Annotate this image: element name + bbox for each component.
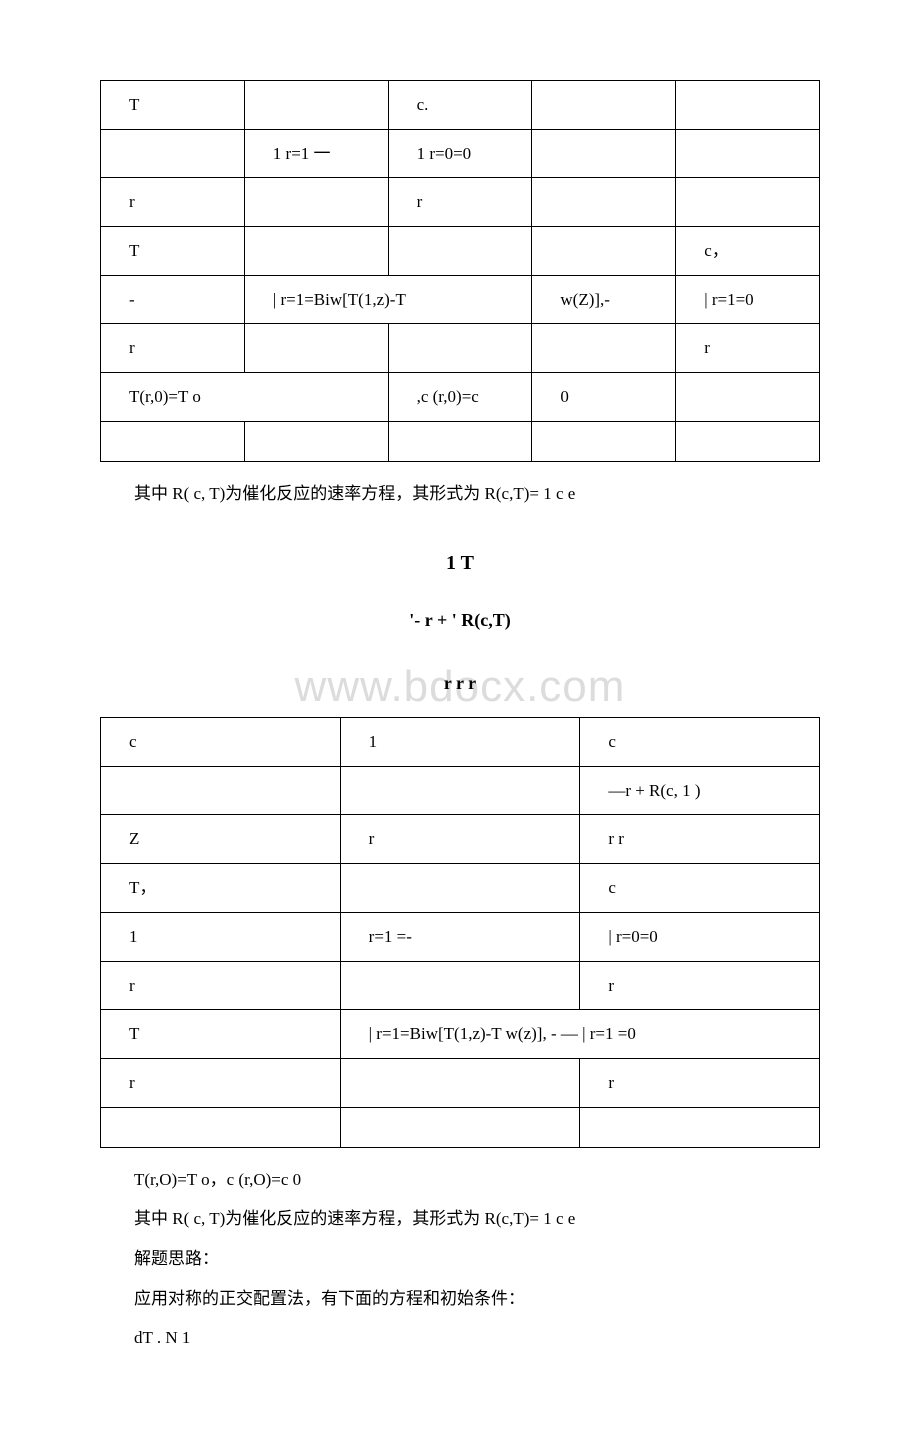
table-row [101, 1107, 820, 1147]
cell: c [101, 718, 341, 767]
cell: r [580, 961, 820, 1010]
cell: r [388, 178, 532, 227]
table-row: Z r r r [101, 815, 820, 864]
cell: r [101, 961, 341, 1010]
cell: | r=0=0 [580, 912, 820, 961]
cell [532, 421, 676, 461]
table-row: 1 r=1 =- | r=0=0 [101, 912, 820, 961]
paragraph-2: T(r,O)=T o，c (r,O)=c 0 [100, 1162, 820, 1198]
cell [532, 324, 676, 373]
cell [580, 1107, 820, 1147]
table-row: T c， [101, 227, 820, 276]
cell: 1 [101, 912, 341, 961]
cell: - [101, 275, 245, 324]
cell [244, 178, 388, 227]
paragraph-1: 其中 R( c, T)为催化反应的速率方程，其形式为 R(c,T)= 1 c e [100, 476, 820, 512]
cell [101, 421, 245, 461]
table-row: r r [101, 961, 820, 1010]
paragraph-3: 其中 R( c, T)为催化反应的速率方程，其形式为 R(c,T)= 1 c e [100, 1201, 820, 1237]
cell: r [101, 324, 245, 373]
cell [388, 324, 532, 373]
paragraph-6: dT . N 1 [100, 1320, 820, 1356]
cell [532, 81, 676, 130]
cell [244, 324, 388, 373]
paragraph-4: 解题思路： [100, 1241, 820, 1277]
cell: r r [580, 815, 820, 864]
cell: T(r,0)=T o [101, 373, 389, 422]
table-row: T | r=1=Biw[T(1,z)-T w(z)], - — | r=1 =0 [101, 1010, 820, 1059]
heading-expression: '- r + ' R(c,T) [100, 602, 820, 640]
cell [244, 81, 388, 130]
cell: T [101, 1010, 341, 1059]
table-row: r r [101, 324, 820, 373]
cell [676, 129, 820, 178]
cell [340, 864, 580, 913]
cell: r [101, 178, 245, 227]
cell: r [676, 324, 820, 373]
cell: | r=1=Biw[T(1,z)-T [244, 275, 532, 324]
cell [676, 421, 820, 461]
cell [340, 1058, 580, 1107]
cell [101, 129, 245, 178]
cell: r=1 =- [340, 912, 580, 961]
cell: T [101, 81, 245, 130]
cell [340, 766, 580, 815]
table-row: r r [101, 178, 820, 227]
cell [676, 178, 820, 227]
cell: —r + R(c, 1 ) [580, 766, 820, 815]
table-row [101, 421, 820, 461]
table-row: T(r,0)=T o ,c (r,0)=c 0 [101, 373, 820, 422]
cell [532, 227, 676, 276]
cell: 0 [532, 373, 676, 422]
cell: 1 r=0=0 [388, 129, 532, 178]
cell: c [580, 718, 820, 767]
cell: Z [101, 815, 341, 864]
cell [388, 421, 532, 461]
table-row: 1 r=1 一 1 r=0=0 [101, 129, 820, 178]
cell: 1 [340, 718, 580, 767]
cell: r [580, 1058, 820, 1107]
cell: c. [388, 81, 532, 130]
cell: ,c (r,0)=c [388, 373, 532, 422]
table-row: —r + R(c, 1 ) [101, 766, 820, 815]
cell: r [340, 815, 580, 864]
heading-rrr: r r r [100, 665, 820, 703]
heading-1t: 1 T [100, 542, 820, 584]
table-row: - | r=1=Biw[T(1,z)-T w(Z)],- | r=1=0 [101, 275, 820, 324]
cell [532, 178, 676, 227]
cell: T [101, 227, 245, 276]
cell [676, 81, 820, 130]
table-row: T c. [101, 81, 820, 130]
cell: w(Z)],- [532, 275, 676, 324]
table-1: T c. 1 r=1 一 1 r=0=0 r r T c， - | r=1=Bi… [100, 80, 820, 462]
table-row: r r [101, 1058, 820, 1107]
paragraph-5: 应用对称的正交配置法，有下面的方程和初始条件： [100, 1281, 820, 1317]
cell [340, 1107, 580, 1147]
cell [244, 421, 388, 461]
cell [532, 129, 676, 178]
cell [340, 961, 580, 1010]
cell: r [101, 1058, 341, 1107]
cell [101, 766, 341, 815]
table-2: c 1 c —r + R(c, 1 ) Z r r r T， c 1 r=1 =… [100, 717, 820, 1148]
cell: 1 r=1 一 [244, 129, 388, 178]
cell: T， [101, 864, 341, 913]
cell [676, 373, 820, 422]
cell: c [580, 864, 820, 913]
cell: | r=1=Biw[T(1,z)-T w(z)], - — | r=1 =0 [340, 1010, 819, 1059]
cell: | r=1=0 [676, 275, 820, 324]
cell [244, 227, 388, 276]
cell [101, 1107, 341, 1147]
table-row: T， c [101, 864, 820, 913]
cell [388, 227, 532, 276]
table-row: c 1 c [101, 718, 820, 767]
cell: c， [676, 227, 820, 276]
